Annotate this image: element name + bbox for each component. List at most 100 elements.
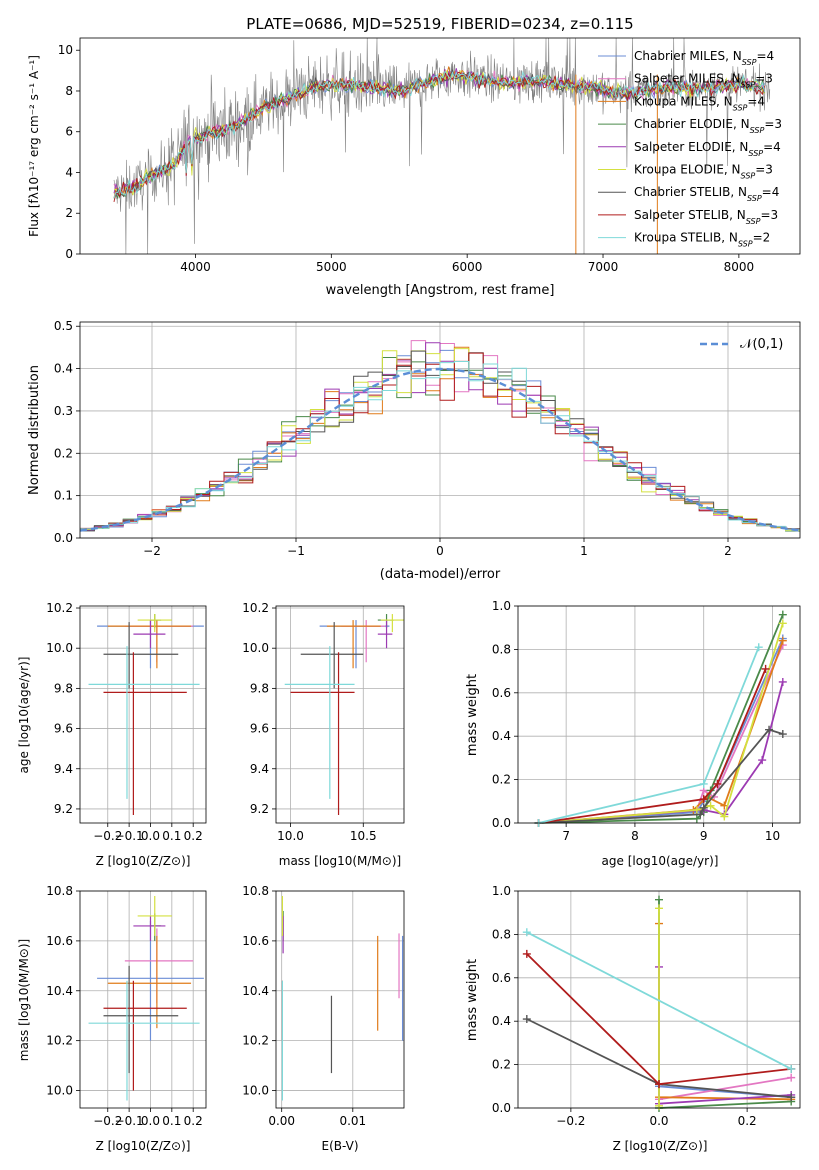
- weight-line: [658, 1076, 792, 1101]
- model-fit-line: [113, 70, 765, 199]
- legend-subscript: SSP: [738, 239, 753, 248]
- y-tick-label: 10.0: [46, 641, 73, 655]
- y-tick-label: 10.8: [46, 884, 73, 898]
- legend-label: 𝒩(0,1): [740, 337, 783, 352]
- y-tick-label: 8: [65, 84, 73, 98]
- plus-marker: [699, 795, 708, 804]
- normal-curve: [79, 367, 801, 532]
- spectrum-plot: 4000 5000 6000 7000 8000 0 2 4 6 8 10 Chabrier MILE…: [27, 37, 801, 298]
- legend-count: =3: [764, 117, 782, 131]
- weight-vs-age-plot: 7 8 9 10 0.0 0.2 0.4 0.6 0.8 1.0 age [log10(age/yr…: [465, 599, 801, 868]
- legend-subscript: SSP: [746, 216, 761, 225]
- x-tick-label: −2: [143, 544, 161, 558]
- y-tick-label: 0.1: [54, 489, 73, 503]
- x-axis-label: (data-model)/error: [380, 567, 501, 582]
- legend-subscript: SSP: [750, 126, 765, 135]
- x-tick-label: 4000: [180, 260, 211, 274]
- weight-line: [538, 646, 760, 824]
- x-tick-label: −0.2: [93, 829, 122, 843]
- legend-count: =2: [753, 231, 771, 245]
- legend-label: Salpeter ELODIE, NSSP=4: [634, 140, 781, 158]
- y-tick-label: 0.5: [54, 319, 73, 333]
- plus-marker: [778, 730, 787, 739]
- plus-marker: [761, 664, 770, 673]
- y-tick-label: 9.6: [54, 722, 73, 736]
- legend-subscript: SSP: [733, 103, 748, 112]
- weight-line: [538, 623, 784, 824]
- plus-marker: [713, 779, 722, 788]
- y-tick-label: 0.6: [492, 971, 511, 985]
- plus-marker: [778, 610, 787, 619]
- x-tick-label: 7: [562, 829, 570, 843]
- plus-marker: [692, 814, 701, 823]
- axes-frame: [517, 890, 801, 1109]
- plus-marker: [692, 805, 701, 814]
- plus-marker: [758, 756, 767, 765]
- y-axis-label: mass [log10(M/M⊙)]: [17, 939, 31, 1061]
- x-tick-label: 0.0: [141, 1114, 160, 1128]
- y-tick-label: 0.6: [492, 686, 511, 700]
- x-tick-label: 6000: [452, 260, 483, 274]
- x-tick-label: 0: [436, 544, 444, 558]
- x-tick-label: 5000: [316, 260, 347, 274]
- y-tick-label: 9.8: [250, 681, 269, 695]
- x-tick-label: −0.1: [115, 1114, 144, 1128]
- plus-marker: [765, 725, 774, 734]
- plus-marker: [655, 895, 663, 904]
- y-tick-label: 0.4: [54, 362, 73, 376]
- weight-line: [538, 668, 767, 824]
- x-tick-label: 8: [631, 829, 639, 843]
- legend-label: Kroupa STELIB, NSSP=2: [634, 231, 770, 249]
- y-tick-label: 10.2: [242, 1034, 269, 1048]
- legend-subscript: SSP: [747, 194, 762, 203]
- y-tick-label: 0.8: [492, 927, 511, 941]
- x-axis-label: Z [log10(Z/Z⊙)]: [96, 854, 191, 868]
- plus-marker: [522, 928, 531, 937]
- y-tick-label: 10.8: [242, 884, 269, 898]
- legend-count: =3: [755, 163, 773, 177]
- axes-frame: [275, 605, 405, 824]
- x-tick-label: 10.5: [350, 829, 377, 843]
- spectrum-title: PLATE=0686, MJD=52519, FIBERID=0234, z=0…: [246, 15, 633, 33]
- legend-count: =3: [760, 208, 778, 222]
- weight-vs-metallicity-plot: −0.2 0.0 0.2 0.0 0.2 0.4 0.6 0.8 1.0 Z [log10(Z/Z…: [465, 884, 801, 1153]
- x-tick-label: 0.2: [184, 829, 203, 843]
- age-vs-mass-plot: 10.0 10.5 9.2 9.4 9.6 9.8 10.0 10.2 mass [log10(…: [242, 601, 405, 868]
- y-tick-label: 10.0: [242, 1084, 269, 1098]
- y-axis-label: age [log10(age/yr)]: [17, 657, 31, 774]
- x-tick-label: −1: [287, 544, 305, 558]
- histogram-step: [80, 352, 800, 530]
- x-tick-label: 10.0: [277, 829, 304, 843]
- legend-subscript: SSP: [741, 171, 756, 180]
- plus-marker: [696, 810, 705, 819]
- plus-marker: [778, 677, 787, 686]
- y-tick-label: 0.2: [54, 446, 73, 460]
- legend-count: =4: [756, 49, 774, 63]
- x-tick-label: 8000: [724, 260, 755, 274]
- y-axis-label: Flux [fλ10⁻¹⁷ erg cm⁻² s⁻¹ A⁻¹]: [27, 55, 41, 237]
- observed-spectrum: [113, 37, 771, 255]
- x-tick-label: 1: [580, 544, 588, 558]
- axes-frame: [275, 890, 405, 1109]
- x-tick-label: 9: [700, 829, 708, 843]
- y-tick-label: 1.0: [492, 599, 511, 613]
- weight-line: [538, 640, 784, 824]
- x-tick-label: 0.2: [738, 1114, 757, 1128]
- x-axis-label: age [log10(age/yr)]: [602, 854, 719, 868]
- legend-subscript: SSP: [748, 148, 763, 157]
- y-tick-label: 10.2: [46, 1034, 73, 1048]
- y-tick-label: 9.4: [250, 762, 269, 776]
- axes-frame: [79, 321, 801, 539]
- legend-count: =4: [747, 94, 765, 108]
- x-tick-label: 10: [765, 829, 780, 843]
- x-tick-label: 2: [724, 544, 732, 558]
- plus-marker: [778, 619, 787, 628]
- y-tick-label: 9.6: [250, 722, 269, 736]
- legend-count: =3: [755, 72, 773, 86]
- plus-marker: [655, 904, 663, 913]
- y-tick-label: 0.3: [54, 404, 73, 418]
- axes-frame: [79, 37, 801, 255]
- y-tick-label: 10.0: [242, 641, 269, 655]
- y-tick-label: 2: [65, 206, 73, 220]
- y-axis-label: mass weight: [465, 959, 480, 1041]
